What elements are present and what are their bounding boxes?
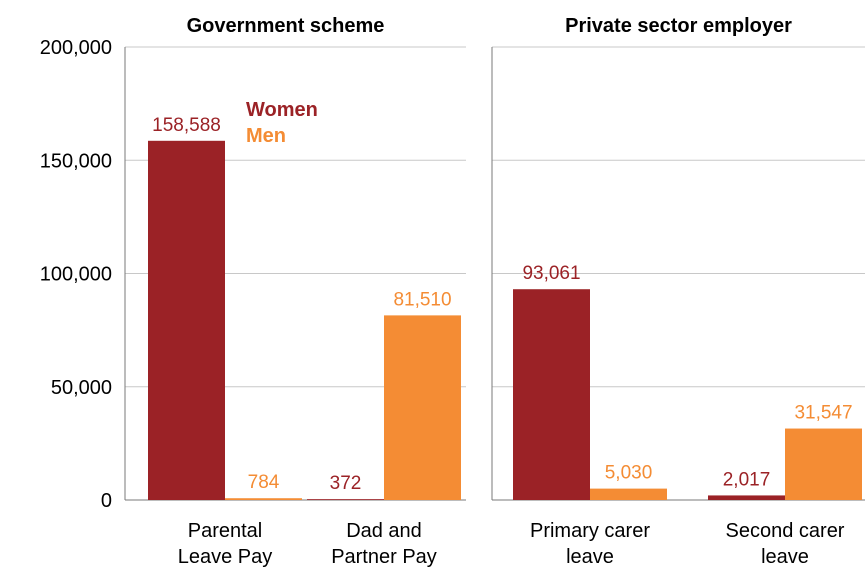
data-label: 81,510	[393, 289, 451, 310]
panel-1: Government scheme 158,588 784 Parental Leave…	[124, 15, 466, 568]
y-tick-label: 150,000	[40, 150, 112, 172]
legend-women: Women	[246, 99, 318, 121]
data-label: 93,061	[522, 263, 580, 284]
category-label: Partner Pay	[331, 546, 437, 568]
data-label: 2,017	[723, 469, 771, 490]
category-label: leave	[761, 546, 809, 568]
bar-men	[785, 428, 862, 500]
bar-women	[708, 495, 785, 500]
bar-men	[590, 488, 667, 500]
data-label: 158,588	[152, 115, 221, 136]
panel-title: Government scheme	[187, 15, 385, 37]
bar-men	[225, 498, 302, 500]
panel-2: Private sector employer 93,061 5,030 Primar…	[491, 15, 865, 568]
category-label: Parental	[188, 520, 263, 542]
panel-title: Private sector employer	[565, 15, 792, 37]
data-label: 31,547	[794, 403, 852, 424]
y-tick-label: 50,000	[51, 377, 112, 399]
bar-women	[307, 499, 384, 500]
y-tick-label: 100,000	[40, 264, 112, 286]
category-label: Leave Pay	[178, 546, 273, 568]
category-label: Primary carer	[530, 520, 650, 542]
y-tick-label: 200,000	[40, 37, 112, 59]
bar-women	[148, 140, 225, 500]
data-label: 784	[248, 472, 280, 493]
data-label: 372	[330, 473, 362, 494]
legend-men: Men	[246, 125, 286, 147]
bar-men	[384, 315, 461, 500]
y-tick-label: 0	[101, 490, 112, 512]
category-label: Dad and	[346, 520, 422, 542]
category-label: leave	[566, 546, 614, 568]
bar-women	[513, 289, 590, 500]
category-label: Second carer	[726, 520, 845, 542]
data-label: 5,030	[605, 463, 653, 484]
